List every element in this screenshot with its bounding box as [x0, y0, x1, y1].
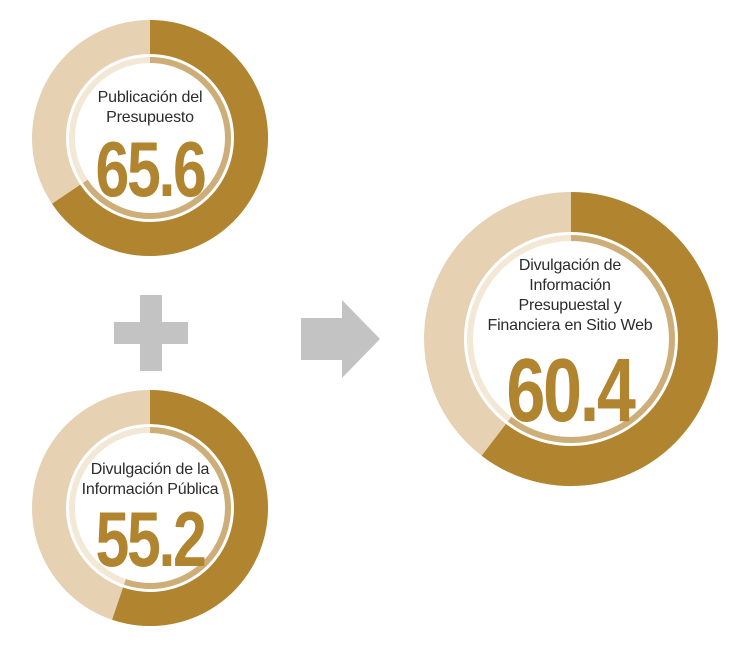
ring-value-segment — [481, 192, 718, 486]
ring-label-line: Presupuestal y — [518, 297, 622, 314]
ring-value-segment — [112, 390, 268, 626]
ring-label-line: Financiera en Sitio Web — [487, 317, 653, 334]
ring-label-line: Presupuesto — [106, 109, 194, 126]
ring-label-line: Publicación del — [97, 89, 203, 106]
inner-ring-accent — [124, 427, 231, 589]
ring-value-segment — [52, 20, 268, 256]
ring-label-line: Información Pública — [81, 481, 219, 498]
ring-value-sitio-web: 60.4 — [506, 341, 636, 441]
inner-ring-accent — [82, 57, 231, 219]
ring-sitio-web — [424, 192, 718, 486]
plus-icon — [114, 295, 188, 371]
plus-horizontal-bar — [114, 322, 188, 344]
ring-label-line: Divulgación de la — [90, 461, 210, 478]
ring-publicacion — [32, 20, 268, 256]
ring-divulgacion-publica — [32, 390, 268, 626]
ring-label-divulgacion-publica: Divulgación de la Información Pública — [50, 460, 250, 502]
ring-value-divulgacion-publica: 55.2 — [95, 495, 206, 583]
arrow-right-icon — [301, 300, 380, 378]
ring-label-publicacion: Publicación del Presupuesto — [60, 88, 240, 130]
ring-label-line: Información — [529, 277, 611, 294]
inner-ring-accent — [507, 235, 675, 443]
ring-label-line: Divulgación de — [518, 257, 622, 274]
ring-label-sitio-web: Divulgación de Información Presupuestal … — [460, 256, 680, 340]
ring-value-publicacion: 65.6 — [95, 125, 206, 213]
